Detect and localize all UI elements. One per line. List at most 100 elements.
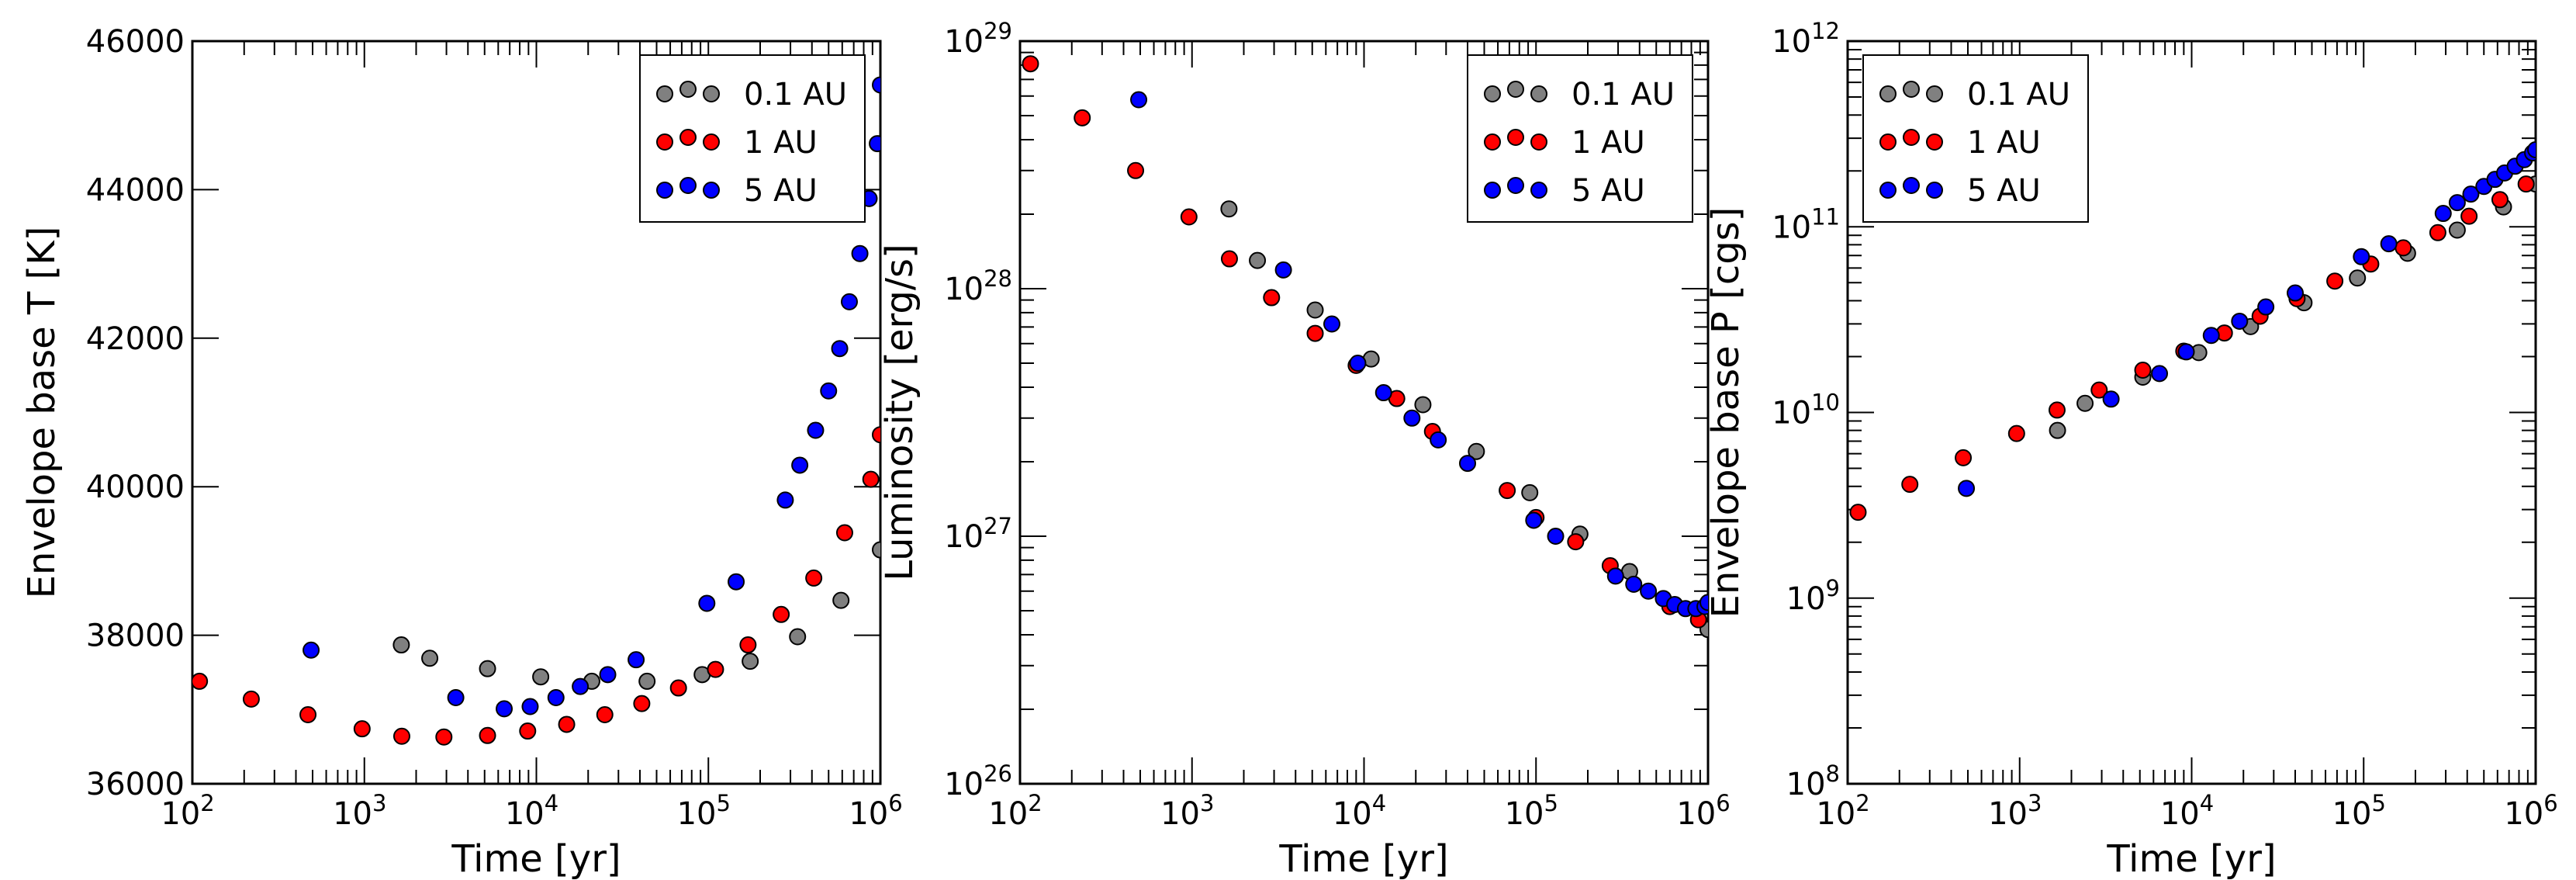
legend-marker	[1484, 85, 1501, 102]
data-point	[773, 605, 790, 623]
legend-marker	[1484, 182, 1501, 199]
x-axis-label: Time [yr]	[2106, 837, 2276, 880]
data-point	[791, 456, 809, 474]
x-ticks	[1019, 41, 1709, 784]
data-point	[820, 382, 838, 400]
data-point	[1640, 582, 1658, 600]
data-point	[353, 720, 371, 738]
legend-marker	[656, 182, 673, 199]
data-point	[1525, 511, 1543, 529]
data-point	[2076, 394, 2094, 412]
data-point	[2462, 185, 2480, 203]
data-point	[831, 340, 849, 358]
legend-marker	[1903, 177, 1920, 194]
legend-marker	[1879, 133, 1897, 151]
data-point	[572, 677, 590, 695]
y-ticks	[1848, 40, 2536, 785]
y-axis-label: Envelope base P [cgs]	[1704, 207, 1748, 618]
x-tick-label: 104	[505, 790, 558, 832]
legend-marker	[1507, 81, 1524, 98]
legend-marker	[703, 133, 720, 151]
legend-marker	[1926, 133, 1943, 151]
data-point	[1220, 250, 1238, 268]
data-point	[521, 698, 539, 715]
data-point	[2448, 194, 2466, 212]
y-tick-label: 40000	[86, 469, 185, 505]
legend-label: 1 AU	[1967, 125, 2041, 161]
legend-marker	[1530, 133, 1547, 151]
data-point	[1699, 594, 1708, 611]
data-point	[872, 426, 880, 444]
legend: 0.1 AU 1 AU 5 AU	[1862, 54, 2089, 223]
x-tick-label: 106	[849, 790, 902, 832]
data-point	[1547, 528, 1565, 545]
data-point	[1901, 476, 1919, 494]
data-points	[1022, 55, 1708, 639]
data-point	[2460, 207, 2478, 225]
data-point	[862, 470, 880, 488]
data-point	[776, 491, 794, 509]
legend-marker	[1926, 85, 1943, 102]
data-point	[2491, 191, 2509, 209]
legend-marker	[1484, 133, 1501, 151]
y-tick-label: 44000	[86, 172, 185, 208]
data-point	[1459, 455, 1477, 473]
data-point	[2287, 284, 2305, 302]
data-point	[299, 705, 317, 723]
legend-marker	[703, 182, 720, 199]
data-point	[392, 727, 410, 745]
data-point	[2007, 424, 2025, 442]
legend-label: 0.1 AU	[1967, 77, 2070, 113]
data-point	[872, 76, 880, 94]
legend-label: 5 AU	[1967, 173, 2041, 209]
data-point	[1499, 482, 1516, 500]
data-point	[1323, 315, 1341, 333]
y-tick-label: 1026	[944, 760, 1012, 802]
legend-marker	[1903, 129, 1920, 146]
data-point	[2090, 381, 2108, 399]
data-point	[392, 636, 410, 654]
data-point	[807, 421, 825, 439]
data-point	[2394, 239, 2412, 257]
x-tick-label: 104	[1333, 790, 1386, 832]
legend-marker	[656, 133, 673, 151]
data-point	[1306, 301, 1324, 319]
legend-marker	[679, 81, 697, 98]
panel-pressure: 102 103 104 105 106 108 109 1010 1011 1012 Time [y…	[1704, 18, 2558, 880]
y-tick-label: 108	[1786, 760, 1840, 802]
data-point	[1130, 91, 1148, 109]
x-tick-label: 105	[2332, 790, 2386, 832]
data-point	[1521, 483, 1539, 501]
legend-box	[639, 54, 866, 223]
legend-label: 1 AU	[744, 125, 818, 161]
data-point	[1074, 109, 1091, 126]
data-point	[2448, 221, 2466, 239]
data-point	[2049, 421, 2066, 439]
legend-marker	[656, 85, 673, 102]
legend-box	[1467, 54, 1693, 223]
y-axis-label: Luminosity [erg/s]	[878, 244, 921, 581]
data-point	[532, 668, 550, 686]
legend-box	[1862, 54, 2089, 223]
legend-marker	[1507, 129, 1524, 146]
legend-marker	[1903, 81, 1920, 98]
data-point	[832, 591, 850, 609]
legend-marker	[1507, 177, 1524, 194]
legend-label: 0.1 AU	[1572, 77, 1675, 113]
data-point	[558, 715, 576, 733]
data-point	[1849, 504, 1867, 521]
legend-marker	[1879, 182, 1897, 199]
data-point	[1955, 449, 1973, 466]
x-tick-label: 102	[161, 790, 214, 832]
x-tick-label: 102	[1816, 790, 1869, 832]
legend-marker	[679, 177, 697, 194]
data-point	[872, 541, 880, 559]
data-point	[2151, 365, 2169, 383]
data-points	[1849, 140, 2536, 521]
data-point	[633, 695, 651, 712]
y-tick-label: 38000	[86, 618, 185, 654]
data-point	[1180, 208, 1198, 226]
data-point	[192, 672, 209, 690]
y-tick-label: 42000	[86, 321, 185, 357]
